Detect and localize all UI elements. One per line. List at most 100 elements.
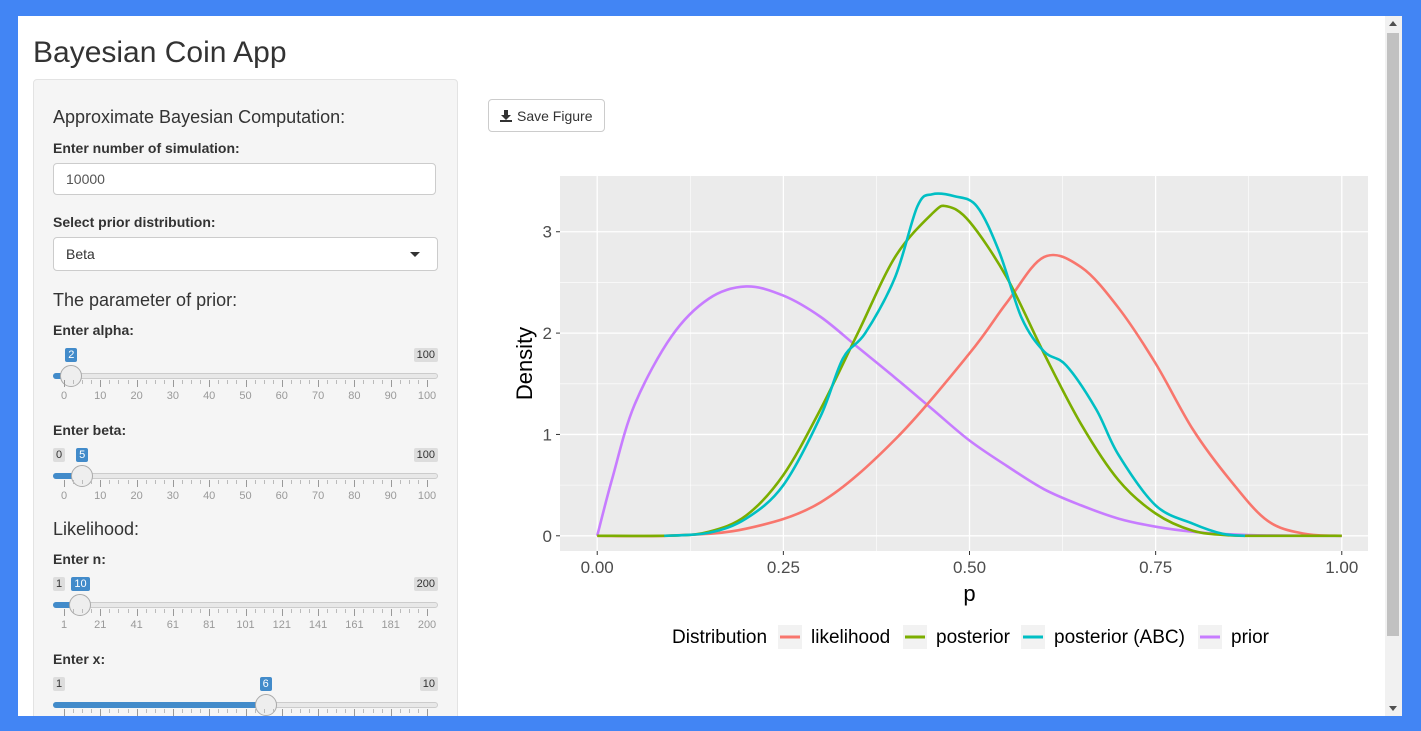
alpha-slider-tick-label: 70 [311, 390, 325, 402]
prior-select[interactable]: Beta [53, 237, 438, 271]
x-slider-handle[interactable] [254, 694, 277, 716]
x-slider-tick [417, 709, 419, 713]
x-slider-tick [354, 709, 356, 716]
scroll-up-icon[interactable] [1389, 21, 1397, 26]
vertical-scrollbar[interactable] [1385, 16, 1402, 716]
x-axis-title: p [963, 581, 975, 606]
n-slider-tick [372, 609, 374, 613]
alpha-slider-tick [227, 380, 229, 384]
beta-slider-tick [427, 480, 428, 487]
x-slider-tick [163, 709, 165, 713]
y-tick-label: 0 [543, 527, 552, 546]
x-slider-tick [209, 709, 211, 716]
n-slider-tick [390, 609, 392, 616]
series-line-likelihood [597, 253, 1342, 538]
density-chart: 0.00 0.25 0.50 0.75 1.00 0 1 2 3 p Density Distribu… [512, 176, 1368, 649]
x-slider-tick [254, 709, 256, 713]
alpha-slider-tick-label: 50 [239, 390, 252, 402]
n-slider-tick-label: 141 [308, 619, 328, 631]
beta-slider-min: 0 [53, 448, 66, 462]
alpha-slider-tick [236, 380, 238, 384]
n-slider-tick [263, 609, 265, 613]
simulation-count-input[interactable] [53, 163, 436, 195]
alpha-slider[interactable]: 0 100 2 0 10 20 30 40 50 60 70 80 90 100 [53, 334, 438, 404]
series-line-posterior-abc [664, 192, 1246, 538]
save-figure-button[interactable]: Save Figure [488, 99, 606, 132]
n-slider-tick [227, 609, 229, 613]
simulation-count-label: Enter number of simulation: [53, 140, 240, 156]
alpha-slider-tick [200, 380, 202, 384]
n-slider-tick [245, 609, 247, 616]
n-slider-track[interactable] [53, 602, 438, 608]
x-slider-tick [100, 709, 102, 716]
alpha-slider-tick-label: 10 [94, 390, 107, 402]
beta-slider-tick [309, 480, 311, 484]
download-icon [500, 109, 512, 122]
n-slider-handle[interactable] [69, 594, 92, 616]
alpha-label: Enter alpha: [53, 322, 134, 338]
beta-slider-tick [299, 480, 301, 484]
y-tick-label: 2 [543, 324, 552, 343]
n-slider-tick-label: 161 [345, 619, 364, 631]
alpha-slider-tick [327, 380, 329, 384]
x-slider-tick [309, 709, 311, 713]
x-slider-tick [336, 709, 338, 713]
beta-slider-tick-label: 30 [166, 490, 180, 502]
n-slider[interactable]: 1 200 10 1 21 41 61 81 101 121 141 161 181 200 [53, 563, 438, 633]
n-slider-tick-label: 121 [272, 619, 291, 631]
x-label: Enter x: [53, 651, 106, 667]
n-slider-min: 1 [53, 577, 66, 591]
n-slider-tick [127, 609, 129, 613]
scrollbar-thumb[interactable] [1387, 33, 1399, 636]
n-slider-tick [73, 609, 75, 613]
beta-slider-tick-label: 20 [130, 490, 143, 502]
beta-slider-tick-label: 40 [203, 490, 216, 502]
alpha-slider-tick [163, 380, 165, 384]
beta-slider-tick [127, 480, 129, 484]
x-slider-tick [191, 709, 193, 713]
alpha-slider-tick [290, 380, 292, 384]
beta-slider-handle[interactable] [71, 465, 94, 487]
plot-panel [560, 176, 1368, 551]
beta-slider-tick [145, 480, 147, 484]
n-slider-tick [163, 609, 165, 613]
alpha-slider-tick-label: 60 [275, 390, 288, 402]
beta-slider-track[interactable] [53, 473, 438, 479]
x-slider-tick [263, 709, 265, 713]
alpha-slider-track[interactable] [53, 373, 438, 379]
beta-slider-tick-label: 90 [384, 490, 397, 502]
legend-title: Distribution [672, 627, 767, 648]
n-slider-tick [272, 609, 274, 613]
x-slider[interactable]: 1 10 6 [53, 663, 438, 716]
alpha-slider-tick [345, 380, 347, 384]
beta-slider-tick [336, 480, 338, 484]
n-slider-tick [399, 609, 401, 613]
n-slider-fill [53, 602, 81, 608]
scroll-down-icon[interactable] [1389, 706, 1397, 711]
alpha-slider-tick [281, 380, 283, 387]
alpha-slider-tick [73, 380, 75, 384]
beta-slider-tick [363, 480, 365, 484]
beta-slider-tick-label: 10 [94, 490, 107, 502]
beta-slider[interactable]: 0 100 5 0 10 20 30 40 50 60 70 80 90 100 [53, 434, 438, 504]
alpha-slider-tick [154, 380, 156, 384]
n-slider-tick [327, 609, 329, 613]
beta-slider-tick [318, 480, 320, 487]
x-slider-tick [272, 709, 274, 713]
x-slider-ticks [53, 709, 438, 716]
alpha-slider-tick [109, 380, 111, 384]
alpha-slider-tick [100, 380, 102, 387]
n-slider-tick [154, 609, 156, 613]
alpha-slider-tick [136, 380, 138, 387]
alpha-slider-tick [191, 380, 193, 384]
n-slider-tick [218, 609, 220, 613]
x-slider-tick [427, 709, 428, 716]
beta-slider-tick [209, 480, 211, 487]
alpha-slider-handle[interactable] [60, 365, 83, 387]
n-slider-tick [145, 609, 147, 613]
x-slider-tick [236, 709, 238, 713]
n-slider-tick [427, 609, 428, 616]
x-slider-tick [299, 709, 301, 713]
alpha-slider-tick [336, 380, 338, 384]
x-slider-tick [399, 709, 401, 713]
